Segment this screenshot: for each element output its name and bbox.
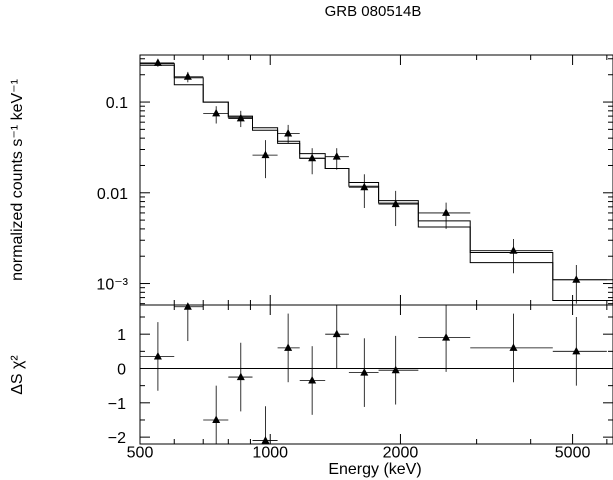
y-tick-label: 0 [117,361,126,378]
x-tick-labels: 500 1000 2000 5000 [127,444,591,461]
triangle-marker [236,113,245,122]
triangle-marker [572,346,581,355]
spectrum-y-ticks: 0.1 0.01 10⁻³ [96,58,613,305]
spectrum-panel-frame [139,54,613,306]
data-point [203,106,229,124]
y-tick-label: 10⁻³ [96,277,128,294]
x-tick-label: 2000 [383,444,419,461]
data-point [140,58,175,67]
triangle-marker [212,415,221,423]
data-point [252,140,278,179]
data-point [348,174,379,208]
triangle-marker [332,329,341,338]
data-point [378,335,419,405]
triangle-marker [284,343,293,351]
triangle-marker [308,376,317,384]
data-point [418,202,471,229]
triangle-marker [360,368,369,376]
data-point [348,338,379,407]
triangle-marker [442,333,451,341]
triangle-marker [332,152,341,160]
residual-y-label: ΔS χ² [9,355,26,395]
triangle-marker [360,182,369,191]
data-point [140,322,175,391]
spectrum-x-ticks [139,55,608,305]
triangle-marker [212,108,221,117]
model-histogram-alt [140,63,613,281]
data-point [418,305,471,372]
data-point [228,342,253,412]
residual-panel-frame [139,304,613,445]
triangle-marker [391,365,400,374]
y-tick-label: 1 [117,327,126,344]
data-point [174,71,204,83]
data-point [252,406,278,444]
spectrum-points [140,58,607,304]
data-point [552,317,607,386]
triangle-marker [509,246,518,254]
model-histograms [140,63,613,301]
model-histogram [140,64,613,301]
residual-panel: 1 0 −1 −2 ΔS χ² [9,302,613,447]
data-point [277,313,300,383]
triangle-marker [442,208,451,216]
data-point [203,385,229,444]
triangle-marker [284,129,293,137]
x-tick-label: 5000 [555,444,591,461]
data-point [325,148,349,170]
data-point [470,313,553,383]
residual-points [140,302,607,444]
spectrum-panel: 0.1 0.01 10⁻³ normalized counts s⁻¹ keV⁻¹ [9,54,613,306]
triangle-marker [153,58,162,66]
triangle-marker [572,275,581,283]
triangle-marker [509,343,518,351]
residual-x-ticks [139,305,608,444]
x-tick-label: 500 [127,444,154,461]
data-point [378,190,419,227]
data-point [470,238,553,274]
y-tick-label: 0.1 [106,95,128,112]
y-tick-label: 0.01 [97,186,128,203]
triangle-marker [236,372,245,381]
data-point [325,305,349,369]
x-tick-label: 1000 [252,444,288,461]
data-point [552,265,607,304]
triangle-marker [308,153,317,162]
triangle-marker [261,436,270,444]
x-axis-label: Energy (keV) [328,461,421,478]
spectrum-y-label: normalized counts s⁻¹ keV⁻¹ [9,79,26,281]
y-tick-label: −2 [108,430,126,447]
triangle-marker [183,72,192,80]
data-point [228,110,253,128]
chart-title: GRB 080514B [325,3,422,20]
data-point [299,346,326,415]
triangle-marker [183,302,192,310]
residual-y-ticks: 1 0 −1 −2 [108,316,613,447]
triangle-marker [153,351,162,360]
y-tick-label: −1 [108,396,126,413]
triangle-marker [391,199,400,208]
data-point [299,148,326,175]
data-point [174,302,204,342]
data-point [277,124,300,144]
triangle-marker [261,150,270,159]
